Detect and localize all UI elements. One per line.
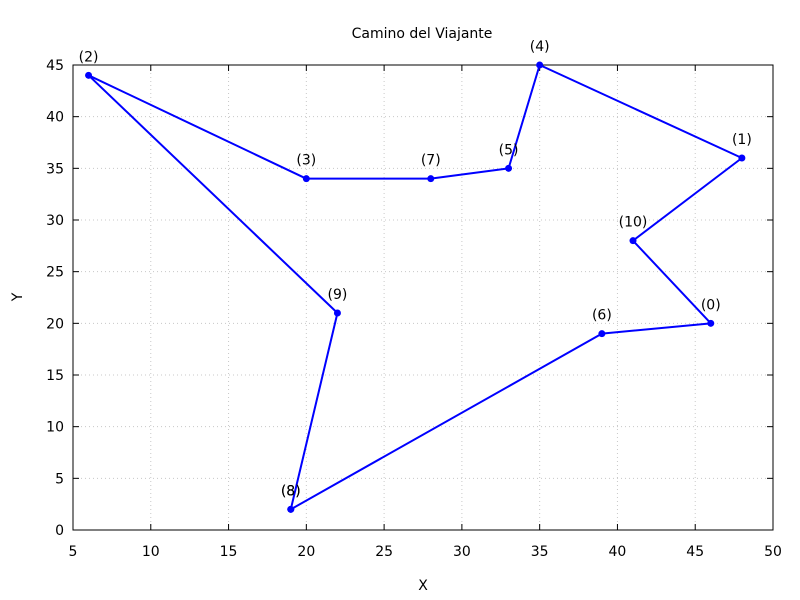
x-axis-label: X [418,578,428,594]
y-tick-label: 40 [46,110,64,126]
path-point [287,505,295,513]
point-label: (3) [296,153,316,169]
chart-title: Camino del Viajante [352,26,493,42]
path-segment [289,312,339,511]
path-point [505,164,513,172]
point-label: (0) [701,297,721,313]
path-segment [87,74,339,314]
point-label: (6) [592,308,612,324]
x-tick-label: 35 [531,544,549,560]
x-tick-label: 40 [609,544,627,560]
y-tick-label: 0 [55,523,64,539]
path-point [598,330,606,338]
path-point [427,175,435,183]
point-label: (5) [499,142,519,158]
path-segment [632,157,743,242]
point-label: (7) [421,153,441,169]
path-point [85,71,93,79]
series-layer [85,61,746,513]
path-point [738,154,746,162]
y-tick-label: 30 [46,213,64,229]
y-axis-label: Y [10,292,26,302]
x-tick-label: 25 [375,544,393,560]
path-point [707,319,715,327]
x-tick-label: 15 [220,544,238,560]
plot-frame [72,64,774,531]
y-tick-label: 25 [46,265,64,281]
path-point [333,309,341,317]
point-label: (9) [328,287,348,303]
x-tick-label: 10 [142,544,160,560]
x-tick-label: 45 [686,544,704,560]
x-tick-label: 50 [764,544,782,560]
path-segment [87,74,308,180]
path-segment [632,239,712,325]
point-label: (8) [281,483,301,499]
path-segment [289,332,603,511]
path-point [302,175,310,183]
point-label: (8) [281,483,301,499]
y-tick-label: 20 [46,316,64,332]
point-label: (4) [530,39,550,55]
path-point [536,61,544,69]
x-tick-label: 20 [297,544,315,560]
x-tick-label: 5 [69,544,78,560]
grid-layer [73,65,773,530]
y-tick-label: 45 [46,58,64,74]
path-segment [538,64,743,159]
y-tick-label: 10 [46,420,64,436]
y-tick-label: 15 [46,368,64,384]
point-label: (10) [619,215,648,231]
path-point [629,237,637,245]
x-tick-label: 30 [453,544,471,560]
path-segment [600,322,712,335]
y-tick-label: 35 [46,161,64,177]
point-label: (2) [79,49,99,65]
label-layer: (8)(6)(0)(10)(1)(4)(5)(7)(3)(2)(9)(8) [79,39,752,499]
path-segment [507,64,541,170]
y-tick-label: 5 [55,471,64,487]
point-label: (1) [732,132,752,148]
path-segment [429,167,510,180]
